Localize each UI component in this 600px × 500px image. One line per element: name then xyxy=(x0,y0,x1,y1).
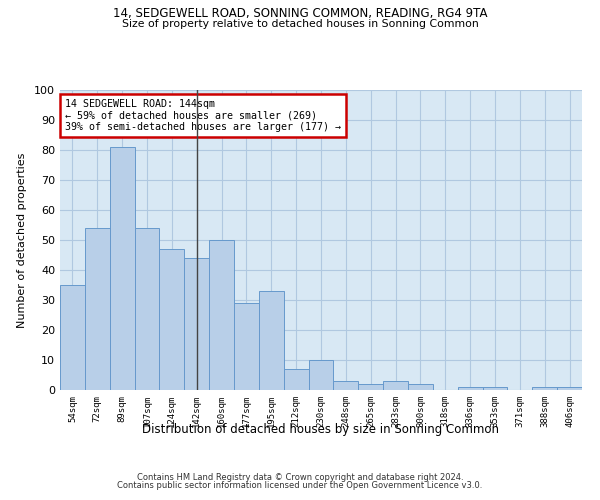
Bar xyxy=(284,369,308,390)
Bar xyxy=(308,360,334,390)
Bar xyxy=(557,387,582,390)
Bar xyxy=(358,384,383,390)
Bar xyxy=(408,384,433,390)
Text: Contains public sector information licensed under the Open Government Licence v3: Contains public sector information licen… xyxy=(118,481,482,490)
Text: Size of property relative to detached houses in Sonning Common: Size of property relative to detached ho… xyxy=(122,19,478,29)
Bar xyxy=(482,387,508,390)
Bar xyxy=(160,249,184,390)
Text: 14, SEDGEWELL ROAD, SONNING COMMON, READING, RG4 9TA: 14, SEDGEWELL ROAD, SONNING COMMON, READ… xyxy=(113,8,487,20)
Bar xyxy=(60,285,85,390)
Bar xyxy=(110,147,134,390)
Text: Distribution of detached houses by size in Sonning Common: Distribution of detached houses by size … xyxy=(143,422,499,436)
Bar xyxy=(334,381,358,390)
Bar xyxy=(458,387,482,390)
Bar xyxy=(184,258,209,390)
Bar xyxy=(259,291,284,390)
Y-axis label: Number of detached properties: Number of detached properties xyxy=(17,152,27,328)
Text: Contains HM Land Registry data © Crown copyright and database right 2024.: Contains HM Land Registry data © Crown c… xyxy=(137,472,463,482)
Bar xyxy=(85,228,110,390)
Bar xyxy=(209,240,234,390)
Bar xyxy=(234,303,259,390)
Bar xyxy=(532,387,557,390)
Bar xyxy=(383,381,408,390)
Bar xyxy=(134,228,160,390)
Text: 14 SEDGEWELL ROAD: 144sqm
← 59% of detached houses are smaller (269)
39% of semi: 14 SEDGEWELL ROAD: 144sqm ← 59% of detac… xyxy=(65,99,341,132)
